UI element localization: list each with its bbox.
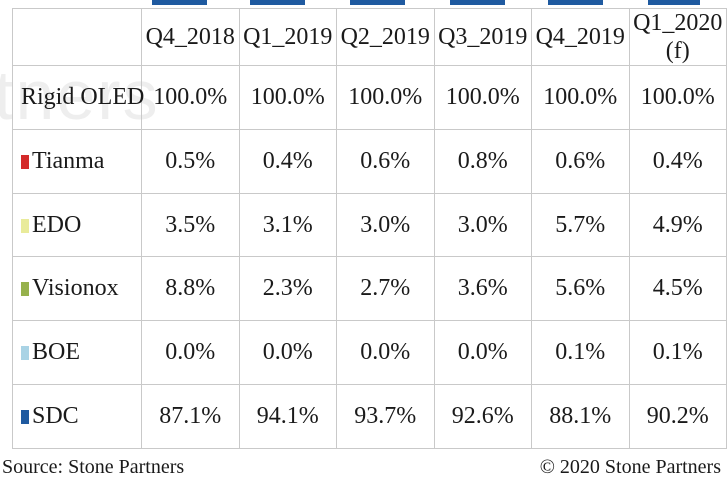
value-cell: 3.0% [433, 192, 532, 258]
column-header: Q1_2019 [238, 8, 337, 66]
value-cell: 90.2% [628, 384, 727, 449]
row-label-cell: BOE [12, 320, 142, 386]
value-cell: 3.0% [336, 192, 435, 258]
row-label-cell: SDC [12, 384, 142, 449]
table-body: Rigid OLED 100.0% 100.0% 100.0% 100.0% 100.0%… [12, 65, 727, 449]
legend-swatch [21, 346, 29, 361]
row-label-cell: Tianma [12, 128, 142, 194]
value-cell: 0.6% [531, 128, 630, 194]
row-label-cell: Visionox [12, 256, 142, 322]
row-label: BOE [32, 339, 80, 366]
value-cell: 94.1% [238, 384, 337, 449]
value-cell: 88.1% [531, 384, 630, 449]
value-cell: 0.6% [336, 128, 435, 194]
value-cell: 0.8% [433, 128, 532, 194]
value-cell: 0.0% [238, 320, 337, 386]
value-cell: 100.0% [141, 65, 240, 130]
accent-bar [548, 0, 603, 5]
value-cell: 0.1% [628, 320, 727, 386]
table-row: EDO 3.5% 3.1% 3.0% 3.0% 5.7% 4.9% [12, 192, 727, 258]
value-cell: 100.0% [531, 65, 630, 130]
row-label: Visionox [32, 275, 119, 302]
source-note: Source: Stone Partners [2, 456, 185, 478]
column-header: Q4_2019 [531, 8, 630, 66]
row-label-cell: Rigid OLED [12, 65, 145, 130]
column-header: Q2_2019 [336, 8, 435, 66]
value-cell: 4.5% [628, 256, 727, 322]
table-row: Tianma 0.5% 0.4% 0.6% 0.8% 0.6% 0.4% [12, 128, 727, 194]
copyright-note: © 2020 Stone Partners [539, 456, 721, 478]
value-cell: 100.0% [628, 65, 727, 130]
column-header-forecast: Q1_2020 (f) [628, 8, 727, 66]
accent-bar [250, 0, 305, 5]
value-cell: 4.9% [628, 192, 727, 258]
accent-bar [450, 0, 505, 5]
column-header-line: Q1_2020 [633, 10, 723, 36]
value-cell: 100.0% [238, 65, 337, 130]
table-row: SDC 87.1% 94.1% 93.7% 92.6% 88.1% 90.2% [12, 384, 727, 449]
column-header: Q3_2019 [433, 8, 532, 66]
value-cell: 0.4% [238, 128, 337, 194]
value-cell: 92.6% [433, 384, 532, 449]
legend-swatch [21, 218, 29, 233]
accent-bar [350, 0, 405, 5]
value-cell: 5.6% [531, 256, 630, 322]
legend-swatch [21, 282, 29, 297]
table-row: Rigid OLED 100.0% 100.0% 100.0% 100.0% 100.0%… [12, 65, 727, 130]
legend-swatch [21, 154, 29, 169]
value-cell: 8.8% [141, 256, 240, 322]
value-cell: 100.0% [433, 65, 532, 130]
market-share-table-container: Q4_2018 Q1_2019 Q2_2019 Q3_2019 Q4_2019 … [12, 8, 727, 449]
value-cell: 2.3% [238, 256, 337, 322]
row-label: SDC [32, 403, 79, 430]
value-cell: 100.0% [336, 65, 435, 130]
value-cell: 5.7% [531, 192, 630, 258]
value-cell: 0.0% [141, 320, 240, 386]
value-cell: 0.0% [336, 320, 435, 386]
header-row: Q4_2018 Q1_2019 Q2_2019 Q3_2019 Q4_2019 … [12, 8, 727, 66]
value-cell: 0.0% [433, 320, 532, 386]
legend-swatch [21, 410, 29, 425]
row-label: Tianma [32, 147, 105, 174]
value-cell: 93.7% [336, 384, 435, 449]
market-share-table: Q4_2018 Q1_2019 Q2_2019 Q3_2019 Q4_2019 … [12, 8, 727, 449]
value-cell: 0.1% [531, 320, 630, 386]
value-cell: 3.6% [433, 256, 532, 322]
column-header: Q4_2018 [141, 8, 240, 66]
value-cell: 3.5% [141, 192, 240, 258]
header-accent-bars [0, 0, 727, 8]
value-cell: 0.4% [628, 128, 727, 194]
row-label: Rigid OLED [21, 83, 145, 110]
value-cell: 3.1% [238, 192, 337, 258]
accent-bar [648, 0, 700, 5]
table-row: BOE 0.0% 0.0% 0.0% 0.0% 0.1% 0.1% [12, 320, 727, 386]
table-row: Visionox 8.8% 2.3% 2.7% 3.6% 5.6% 4.5% [12, 256, 727, 322]
column-header-line: (f) [665, 38, 690, 64]
row-label-cell: EDO [12, 192, 142, 258]
accent-bar [152, 0, 207, 5]
value-cell: 0.5% [141, 128, 240, 194]
header-corner-cell [12, 8, 142, 66]
value-cell: 87.1% [141, 384, 240, 449]
value-cell: 2.7% [336, 256, 435, 322]
row-label: EDO [32, 211, 82, 238]
